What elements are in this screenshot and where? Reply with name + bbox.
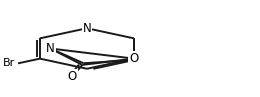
Text: O: O — [129, 52, 139, 65]
Text: Br: Br — [3, 58, 16, 68]
Text: N: N — [83, 22, 91, 35]
Text: O: O — [68, 70, 77, 83]
Text: N: N — [46, 42, 55, 55]
